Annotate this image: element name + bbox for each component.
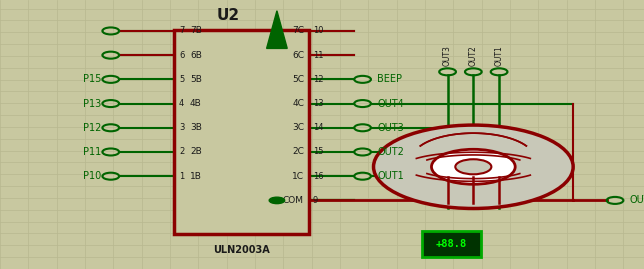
- Text: 4B: 4B: [190, 99, 202, 108]
- Text: U2: U2: [216, 8, 240, 23]
- Text: 2C: 2C: [292, 147, 304, 157]
- Text: P15: P15: [82, 74, 101, 84]
- Text: 14: 14: [313, 123, 323, 132]
- Text: P11: P11: [83, 147, 101, 157]
- Text: P13: P13: [83, 98, 101, 109]
- Circle shape: [455, 159, 491, 174]
- Circle shape: [374, 125, 573, 208]
- Text: 10: 10: [313, 26, 323, 36]
- Text: 5: 5: [179, 75, 184, 84]
- Polygon shape: [267, 11, 287, 48]
- Text: 3B: 3B: [190, 123, 202, 132]
- Text: 4: 4: [179, 99, 184, 108]
- Text: COM: COM: [283, 196, 304, 205]
- Text: BEEP: BEEP: [377, 74, 402, 84]
- Text: 7: 7: [179, 26, 184, 36]
- Text: 6: 6: [179, 51, 184, 60]
- Text: 7B: 7B: [190, 26, 202, 36]
- FancyBboxPatch shape: [422, 231, 481, 257]
- Text: ULN2003A: ULN2003A: [213, 245, 270, 255]
- Text: 2B: 2B: [190, 147, 202, 157]
- Bar: [174, 30, 309, 234]
- Text: OUT3: OUT3: [377, 123, 404, 133]
- Text: 3C: 3C: [292, 123, 304, 132]
- Text: OUT4: OUT4: [630, 195, 644, 206]
- Text: +88.8: +88.8: [436, 239, 467, 249]
- Text: 5B: 5B: [190, 75, 202, 84]
- Text: P12: P12: [82, 123, 101, 133]
- Text: OUT4: OUT4: [377, 98, 404, 109]
- Text: 2: 2: [179, 147, 184, 157]
- Text: 7C: 7C: [292, 26, 304, 36]
- Text: 6B: 6B: [190, 51, 202, 60]
- Text: OUT1: OUT1: [495, 45, 504, 66]
- Text: OUT2: OUT2: [377, 147, 404, 157]
- Text: OUT1: OUT1: [377, 171, 404, 181]
- Text: 5C: 5C: [292, 75, 304, 84]
- Text: P10: P10: [83, 171, 101, 181]
- Text: 16: 16: [313, 172, 323, 181]
- Circle shape: [269, 197, 285, 204]
- Text: 3: 3: [179, 123, 184, 132]
- Circle shape: [431, 149, 515, 184]
- Text: 11: 11: [313, 51, 323, 60]
- Text: 12: 12: [313, 75, 323, 84]
- Text: 1B: 1B: [190, 172, 202, 181]
- Text: 15: 15: [313, 147, 323, 157]
- Text: 4C: 4C: [292, 99, 304, 108]
- Text: 13: 13: [313, 99, 323, 108]
- Text: 9: 9: [313, 196, 318, 205]
- Text: OUT2: OUT2: [469, 45, 478, 66]
- Text: OUT3: OUT3: [443, 45, 452, 66]
- Text: 1C: 1C: [292, 172, 304, 181]
- Text: 1: 1: [179, 172, 184, 181]
- Text: 6C: 6C: [292, 51, 304, 60]
